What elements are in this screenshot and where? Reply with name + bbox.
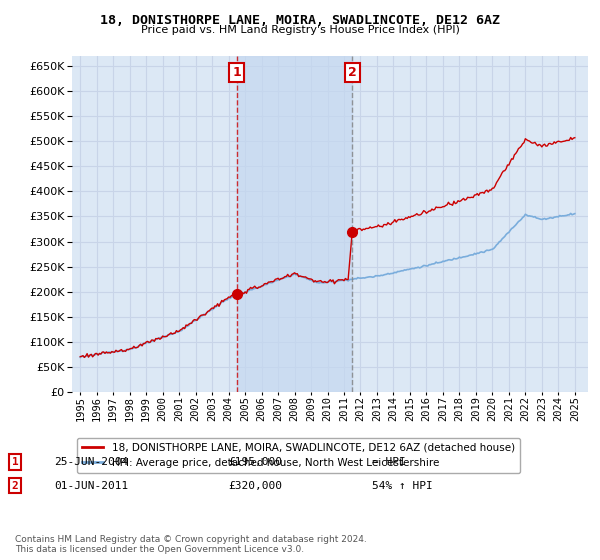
Text: Price paid vs. HM Land Registry's House Price Index (HPI): Price paid vs. HM Land Registry's House … (140, 25, 460, 35)
Text: 18, DONISTHORPE LANE, MOIRA, SWADLINCOTE, DE12 6AZ: 18, DONISTHORPE LANE, MOIRA, SWADLINCOTE… (100, 14, 500, 27)
Text: £320,000: £320,000 (228, 480, 282, 491)
Text: ≈ HPI: ≈ HPI (372, 457, 406, 467)
Text: 2: 2 (348, 66, 356, 79)
Text: 54% ↑ HPI: 54% ↑ HPI (372, 480, 433, 491)
Text: 01-JUN-2011: 01-JUN-2011 (54, 480, 128, 491)
Text: £195,000: £195,000 (228, 457, 282, 467)
Text: Contains HM Land Registry data © Crown copyright and database right 2024.
This d: Contains HM Land Registry data © Crown c… (15, 535, 367, 554)
Text: 2: 2 (11, 480, 19, 491)
Text: 1: 1 (11, 457, 19, 467)
Legend: 18, DONISTHORPE LANE, MOIRA, SWADLINCOTE, DE12 6AZ (detached house), HPI: Averag: 18, DONISTHORPE LANE, MOIRA, SWADLINCOTE… (77, 437, 520, 473)
Text: 1: 1 (232, 66, 241, 79)
Bar (237, 56, 352, 392)
Text: 25-JUN-2004: 25-JUN-2004 (54, 457, 128, 467)
